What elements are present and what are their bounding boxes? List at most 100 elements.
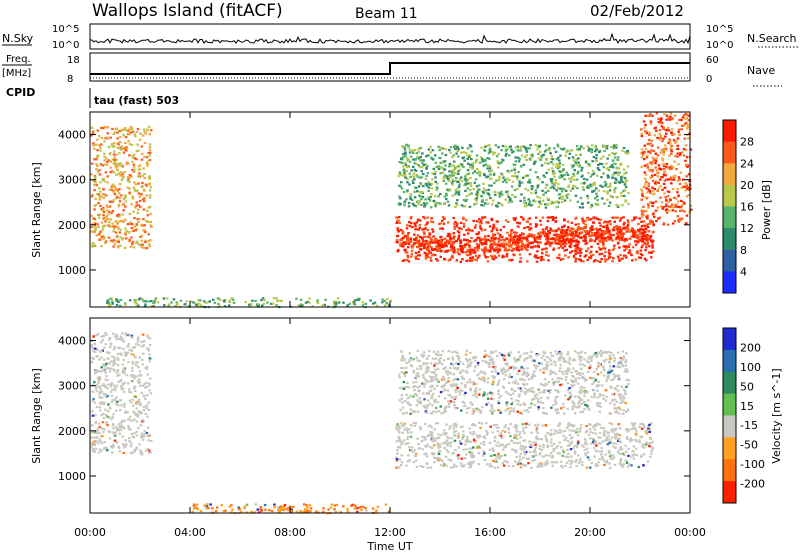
data-cell [503, 239, 507, 242]
data-cell [323, 303, 326, 306]
data-cell [107, 213, 110, 216]
data-cell [589, 442, 593, 445]
data-cell [619, 162, 622, 165]
data-cell [472, 431, 476, 434]
data-cell [516, 145, 519, 148]
data-cell [434, 238, 438, 242]
data-cell [237, 506, 240, 509]
data-cell [417, 228, 420, 231]
data-cell [621, 400, 624, 403]
data-cell [423, 204, 427, 207]
data-cell [633, 218, 636, 221]
data-cell [552, 442, 556, 446]
data-cell [119, 148, 122, 151]
data-cell [458, 168, 462, 171]
data-cell [403, 259, 406, 262]
data-cell [468, 193, 471, 196]
data-cell [523, 196, 526, 200]
data-cell [621, 465, 625, 468]
data-cell [546, 432, 549, 435]
data-cell [506, 220, 510, 223]
data-cell [487, 184, 491, 187]
data-cell [676, 203, 679, 206]
data-cell [419, 248, 423, 251]
data-cell [555, 189, 558, 192]
data-cell [109, 171, 112, 174]
data-cell [120, 145, 124, 148]
data-cell [608, 462, 611, 465]
data-cell [119, 304, 122, 307]
data-cell [601, 197, 604, 200]
data-cell [543, 175, 547, 178]
data-cell [465, 178, 468, 181]
data-cell [571, 436, 574, 439]
data-cell [406, 435, 410, 438]
data-cell [509, 423, 512, 426]
data-cell [458, 183, 461, 186]
data-cell [585, 425, 588, 428]
data-cell [663, 170, 667, 173]
data-cell [403, 234, 407, 238]
data-cell [516, 410, 520, 413]
data-cell [418, 194, 421, 197]
data-cell [641, 240, 645, 243]
data-cell [565, 196, 569, 199]
data-cell [663, 113, 666, 116]
data-cell [126, 129, 130, 132]
data-cell [305, 504, 308, 507]
data-cell [435, 245, 439, 248]
data-cell [656, 136, 659, 140]
data-cell [404, 152, 407, 155]
data-cell [507, 426, 510, 430]
data-cell [422, 164, 426, 167]
data-cell [645, 236, 648, 240]
data-cell [592, 426, 595, 429]
data-cell [470, 402, 473, 405]
data-cell [440, 378, 444, 381]
data-cell [545, 158, 549, 161]
data-cell [628, 237, 632, 241]
data-cell [492, 223, 495, 226]
data-cell [571, 187, 575, 190]
data-cell [578, 165, 581, 168]
data-cell [477, 184, 481, 187]
data-cell [422, 231, 426, 234]
data-cell [170, 301, 173, 304]
data-cell [450, 164, 454, 167]
data-cell [525, 158, 528, 162]
data-cell [551, 216, 554, 219]
data-cell [97, 202, 100, 205]
data-cell [456, 222, 459, 225]
data-cell [597, 404, 600, 408]
data-cell [261, 297, 265, 300]
data-cell [466, 254, 469, 257]
data-cell [640, 148, 644, 151]
data-cell [560, 201, 564, 204]
data-cell [535, 437, 538, 440]
data-cell [484, 163, 488, 166]
data-cell [435, 374, 438, 377]
data-cell [299, 510, 302, 513]
data-cell [411, 226, 414, 229]
data-cell [613, 171, 616, 174]
data-cell [466, 187, 470, 190]
data-cell [656, 206, 659, 209]
data-cell [650, 452, 653, 455]
data-cell [433, 461, 436, 464]
data-cell [428, 236, 431, 239]
data-cell [493, 254, 496, 257]
data-cell [519, 411, 522, 414]
data-cell [437, 195, 440, 198]
data-cell [546, 241, 549, 244]
data-cell [477, 246, 481, 249]
data-cell [612, 147, 615, 150]
data-cell [626, 408, 630, 411]
data-cell [558, 170, 561, 173]
data-cell [418, 244, 422, 247]
data-cell [452, 367, 456, 370]
data-cell [457, 172, 460, 175]
data-cell [687, 173, 691, 176]
data-cell [133, 301, 137, 304]
data-cell [407, 232, 410, 235]
data-cell [640, 152, 643, 155]
